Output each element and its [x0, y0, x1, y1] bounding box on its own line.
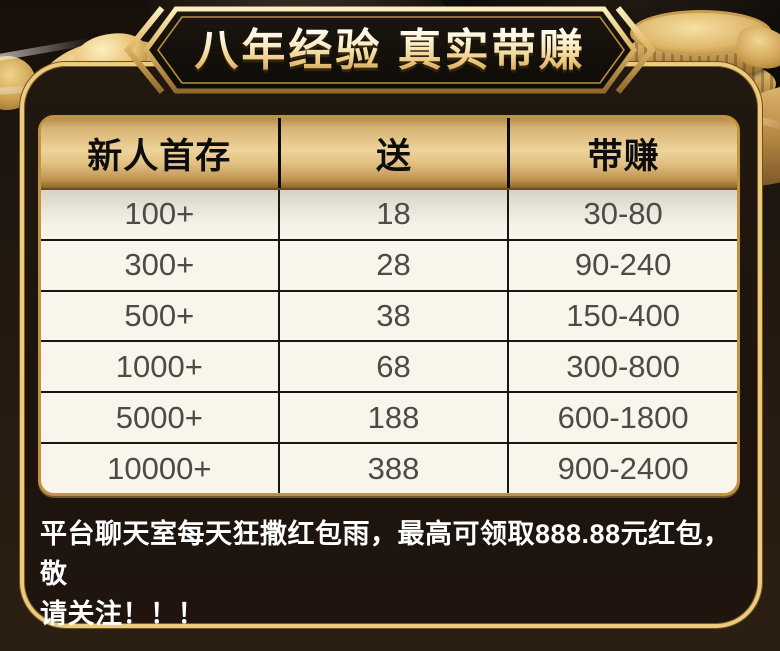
table-cell-earn: 90-240: [507, 240, 737, 290]
bonus-table: 新人首存 送 带赚 100+ 18 30-80 300+ 28 90-240 5…: [38, 115, 740, 496]
table-cell-bonus: 388: [277, 444, 508, 493]
banner-title-shadow: 八年经验 真实带赚: [194, 29, 585, 78]
footer-note-line2: 请关注！！！: [40, 599, 205, 629]
table-cell-deposit: 100+: [124, 196, 195, 232]
table-body: 100+ 18 30-80 300+ 28 90-240 500+ 38 150…: [41, 190, 737, 493]
table-cell-bonus: 28: [277, 240, 508, 290]
table-row: 100+ 18 30-80: [41, 190, 737, 239]
header-cell-first-deposit: 新人首存: [87, 136, 232, 176]
table-cell-earn: 30-80: [507, 190, 737, 239]
table-row: 10000+ 388 900-2400: [41, 442, 737, 493]
table-cell-bonus: 38: [277, 291, 508, 341]
header-cell-earn: 带赚: [507, 118, 737, 188]
footer-note-line1: 平台聊天室每天狂撒红包雨，最高可领取888.88元红包，敬: [40, 519, 731, 589]
table-cell-bonus: 188: [277, 393, 508, 443]
table-cell-earn: 600-1800: [507, 393, 737, 443]
table-cell-bonus: 18: [277, 190, 508, 239]
table-cell-bonus: 68: [277, 342, 508, 392]
table-cell-deposit: 500+: [124, 298, 195, 334]
table-row: 1000+ 68 300-800: [41, 340, 737, 392]
table-row: 5000+ 188 600-1800: [41, 391, 737, 443]
table-header-row: 新人首存 送 带赚: [41, 118, 737, 190]
table-row: 500+ 38 150-400: [41, 289, 737, 341]
promo-banner: 八年经验 真实带赚 八年经验 真实带赚: [118, 4, 662, 96]
table-row: 300+ 28 90-240: [41, 238, 737, 290]
table-cell-deposit: 5000+: [115, 399, 203, 435]
table-cell-earn: 900-2400: [507, 444, 737, 493]
table-cell-deposit: 10000+: [107, 450, 212, 486]
banner-plaque-inner-line: [157, 16, 625, 84]
table-cell-deposit: 300+: [124, 247, 195, 283]
table-cell-deposit: 1000+: [115, 348, 203, 384]
table-cell-earn: 300-800: [507, 342, 737, 392]
banner-plaque: 八年经验 真实带赚 八年经验 真实带赚: [124, 6, 656, 94]
banner-plaque-body: [142, 6, 638, 94]
table-cell-earn: 150-400: [507, 291, 737, 341]
chevron-left-icon: [124, 6, 165, 94]
footer-note: 平台聊天室每天狂撒红包雨，最高可领取888.88元红包，敬 请关注！！！: [40, 514, 756, 634]
banner-title: 八年经验 真实带赚: [194, 26, 585, 75]
header-cell-bonus: 送: [277, 118, 508, 188]
chevron-right-icon: [615, 6, 656, 94]
